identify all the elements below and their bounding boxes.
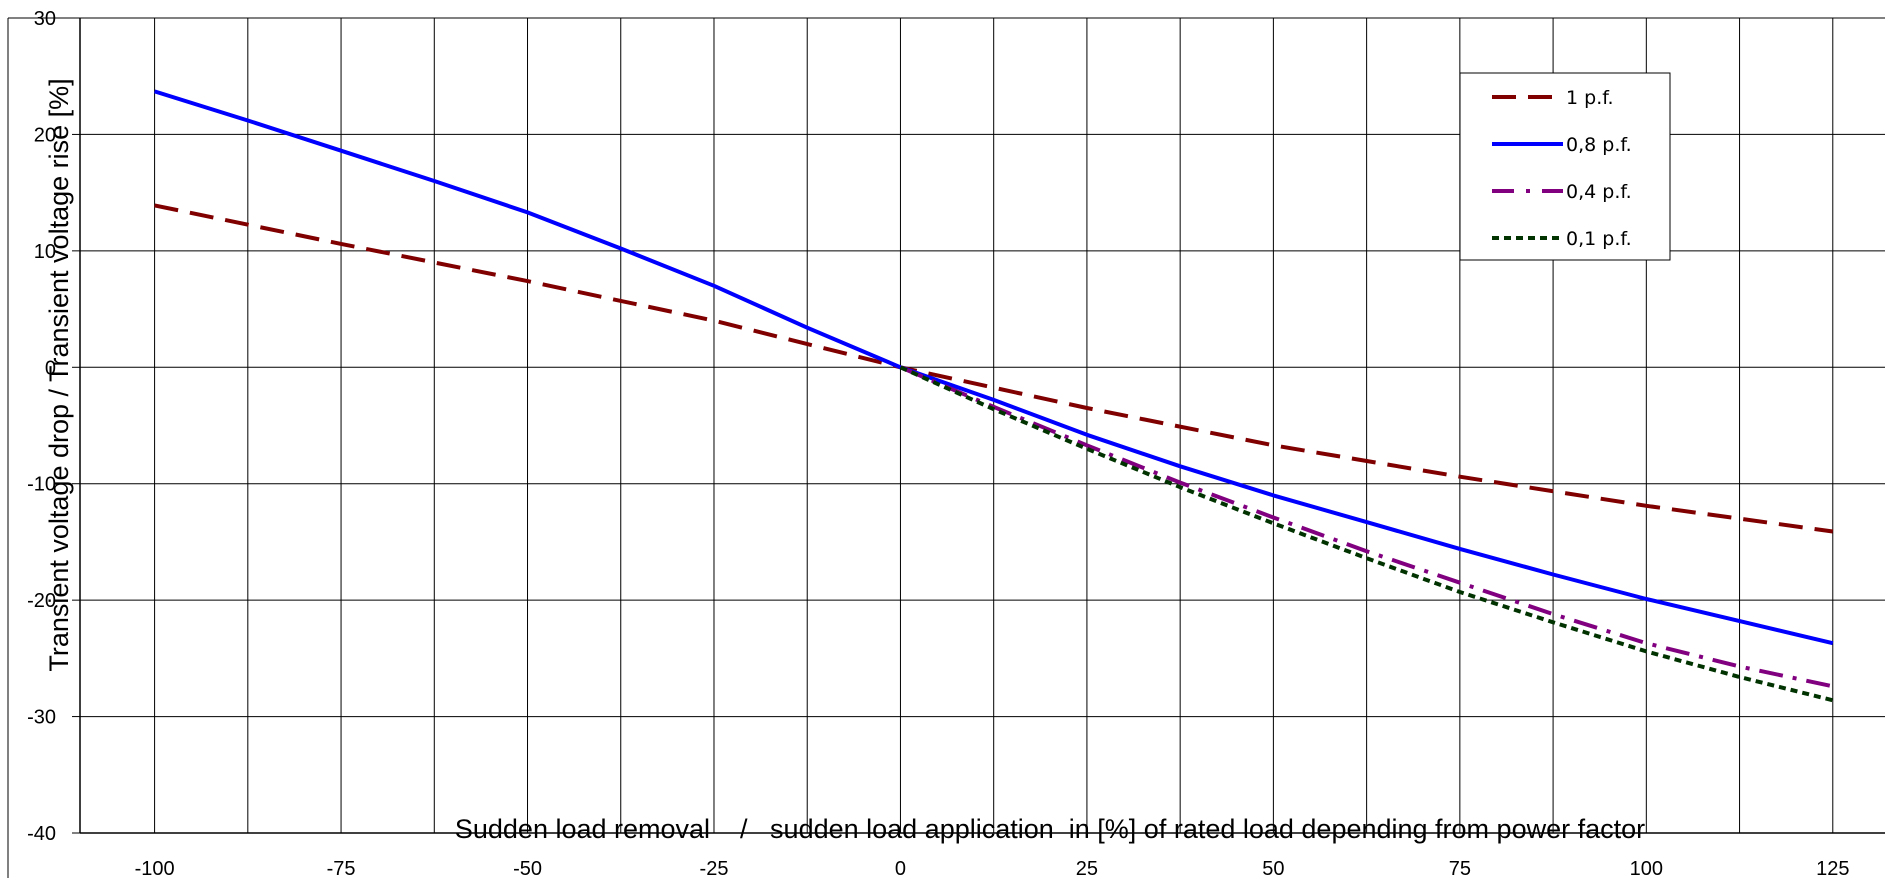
legend-box xyxy=(1459,72,1671,261)
series-line-2 xyxy=(154,89,1834,646)
x-tick-label: -75 xyxy=(327,858,356,878)
legend-label: 1 p.f. xyxy=(1566,87,1614,109)
x-tick-label: 125 xyxy=(1816,858,1849,878)
series-line-3 xyxy=(899,365,1834,689)
x-tick-label: 25 xyxy=(1076,858,1098,878)
y-tick-label: -10 xyxy=(27,474,56,496)
legend-label: 0,8 p.f. xyxy=(1566,134,1632,156)
x-tick-label: 50 xyxy=(1262,858,1284,878)
x-tick-label: 0 xyxy=(895,858,906,878)
series-line-4 xyxy=(899,365,1834,703)
x-axis-title: Sudden load removal / sudden load applic… xyxy=(455,814,1645,844)
axes xyxy=(7,17,1885,878)
y-axis-title: Transient voltage drop / Transient volta… xyxy=(44,78,74,671)
x-tick-label: 75 xyxy=(1449,858,1471,878)
x-tick-label: -25 xyxy=(700,858,729,878)
legend: 1 p.f. 0,8 p.f. 0,4 p.f. 0,1 p.f. xyxy=(1459,72,1671,261)
legend-label: 0,4 p.f. xyxy=(1566,181,1632,203)
y-tick-label: -20 xyxy=(27,590,56,612)
series-lines xyxy=(154,89,1834,703)
y-tick-label: 20 xyxy=(34,124,56,146)
y-tick-label: 0 xyxy=(45,357,56,379)
y-tick-label: 10 xyxy=(34,241,56,263)
x-tick-label: 100 xyxy=(1630,858,1663,878)
x-tick-label: -100 xyxy=(135,858,175,878)
y-tick-label: -30 xyxy=(27,707,56,729)
x-tick-label: -50 xyxy=(513,858,542,878)
y-tick-label: 30 xyxy=(34,8,56,30)
legend-label: 0,1 p.f. xyxy=(1566,228,1632,250)
series-line-1 xyxy=(154,203,1834,534)
y-tick-label: -40 xyxy=(27,823,56,845)
